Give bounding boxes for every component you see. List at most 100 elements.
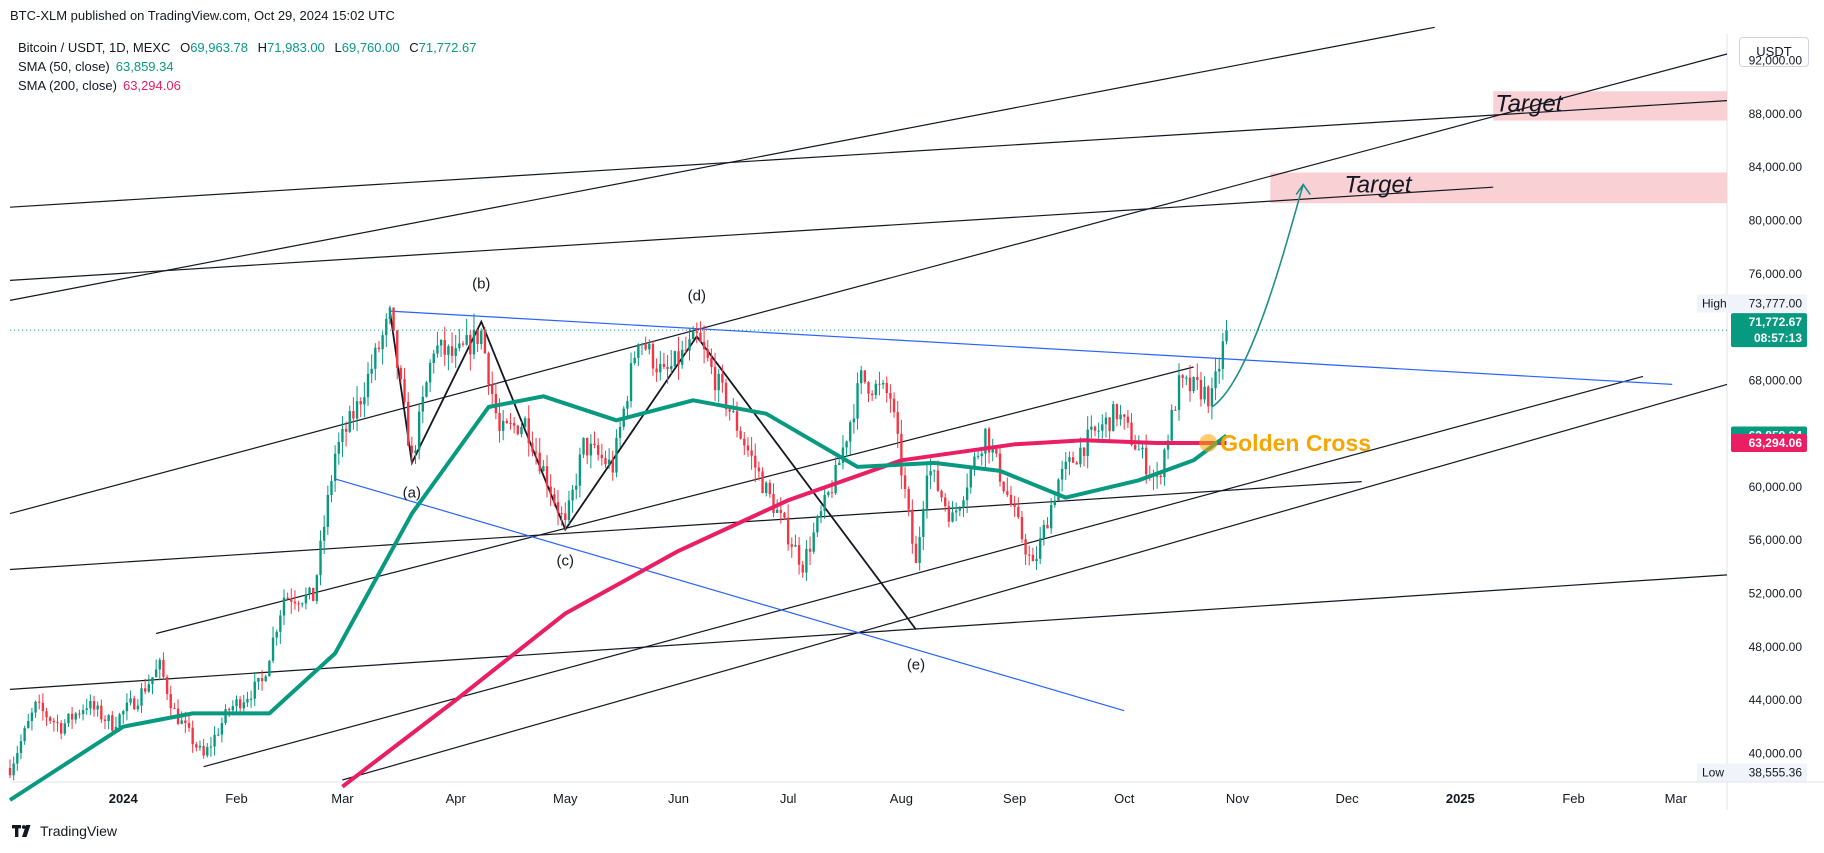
currency-button[interactable]: USDT — [1739, 37, 1809, 67]
candle — [589, 434, 593, 469]
last-price-badge-text: 08:57:13 — [1754, 331, 1802, 345]
candle-body — [892, 398, 896, 413]
legend-sma200[interactable]: SMA (200, close) 63,294.06 — [18, 76, 476, 95]
candle — [732, 398, 735, 413]
candle-body — [903, 475, 907, 490]
candle — [754, 443, 757, 483]
candle — [487, 351, 490, 395]
candle — [841, 435, 845, 470]
candle-body — [808, 548, 812, 552]
candle-body — [1119, 414, 1122, 420]
candle — [96, 701, 99, 717]
candle-body — [1053, 500, 1057, 506]
legend-sma50[interactable]: SMA (50, close) 63,859.34 — [18, 57, 476, 76]
candle-body — [578, 454, 582, 486]
candle-body — [421, 396, 424, 412]
candle-body — [984, 428, 987, 454]
candle — [366, 362, 370, 406]
footer-brand: TradingView — [12, 823, 117, 839]
candle — [962, 496, 965, 518]
candle-body — [41, 702, 45, 712]
trendline-3 — [9, 100, 1728, 208]
candle — [680, 340, 684, 369]
candle-body — [670, 366, 673, 370]
candle-body — [74, 713, 77, 720]
candle — [1152, 469, 1155, 491]
candle — [1148, 465, 1151, 481]
candle-body — [900, 433, 903, 476]
candle-body — [1133, 444, 1137, 450]
candle — [1086, 416, 1089, 469]
candle — [322, 515, 326, 554]
candle-body — [450, 346, 454, 356]
candle-body — [1079, 447, 1082, 465]
candle — [151, 677, 154, 695]
y-tick-label: 56,000.00 — [1749, 533, 1803, 547]
candle-body — [286, 597, 289, 599]
candle-body — [355, 401, 359, 419]
candle-body — [863, 370, 867, 383]
candle-body — [1115, 404, 1119, 420]
candle-body — [1101, 424, 1104, 431]
wave-label: (e) — [907, 656, 925, 673]
legend-low: 69,760.00 — [341, 40, 400, 55]
candle — [176, 699, 180, 726]
candle-body — [366, 373, 370, 398]
candle-body — [1225, 330, 1228, 342]
candle — [702, 325, 706, 364]
candle-body — [48, 717, 52, 721]
candle-body — [436, 345, 439, 354]
candle — [991, 438, 994, 462]
candle — [757, 461, 761, 481]
candle-body — [980, 453, 983, 457]
candle — [8, 759, 12, 778]
candle-body — [1170, 409, 1173, 441]
candle-body — [399, 367, 403, 380]
candle — [571, 485, 574, 513]
candle-body — [644, 344, 647, 350]
candle — [849, 420, 852, 455]
candle — [918, 526, 921, 571]
sma50-badge-text: 63,859.34 — [1749, 429, 1803, 443]
candle-body — [761, 471, 764, 493]
candle — [1097, 422, 1100, 439]
candle-body — [396, 330, 399, 368]
candle-body — [633, 357, 636, 364]
candle-body — [564, 513, 567, 521]
candle — [812, 522, 815, 554]
candle — [629, 352, 633, 408]
x-tick-label: 2024 — [109, 791, 139, 806]
legend-close: 71,772.67 — [418, 40, 477, 55]
candle — [355, 386, 359, 432]
trendline-4 — [9, 186, 1494, 281]
trendline-10 — [389, 310, 1673, 385]
candle-body — [198, 745, 202, 748]
x-tick-label: Jun — [668, 791, 689, 806]
candle-body — [125, 702, 129, 712]
candle-body — [750, 450, 753, 456]
candle — [253, 671, 256, 707]
candle-body — [1002, 481, 1005, 492]
candle — [593, 431, 596, 449]
y-tick-label: 80,000.00 — [1749, 214, 1803, 228]
candle — [721, 364, 724, 393]
candle — [344, 421, 348, 447]
candle-body — [607, 459, 611, 465]
candle — [907, 486, 910, 517]
candle-body — [162, 659, 165, 677]
candle — [651, 340, 655, 376]
candle-body — [290, 598, 293, 602]
candle-body — [133, 698, 136, 710]
x-tick-label: Feb — [1562, 791, 1584, 806]
candle — [198, 740, 202, 751]
candle-body — [622, 408, 625, 427]
candle — [746, 437, 750, 457]
candle — [70, 706, 74, 729]
candle — [122, 709, 125, 724]
candle-body — [410, 445, 414, 454]
candle-body — [487, 353, 490, 385]
candle — [1170, 404, 1173, 443]
candle — [377, 341, 381, 353]
tradingview-logo-icon — [12, 825, 31, 837]
